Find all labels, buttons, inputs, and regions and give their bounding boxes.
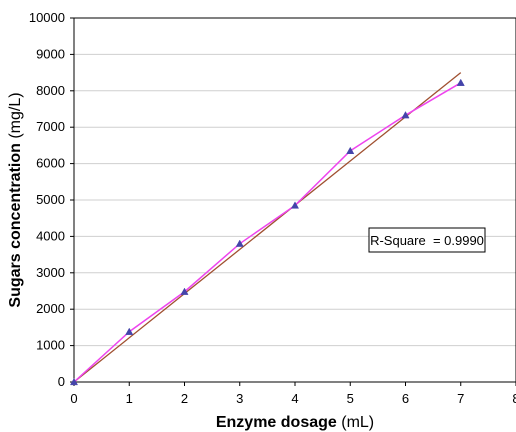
- y-tick-label: 10000: [29, 10, 65, 25]
- x-tick-labels: 0 1 2 3 4 5 6 7 8: [70, 382, 516, 406]
- y-tick-label: 9000: [36, 46, 65, 61]
- x-tick-label: 6: [402, 391, 409, 406]
- x-tick-label: 1: [126, 391, 133, 406]
- data-point-marker: [180, 287, 189, 295]
- plot-area-frame: [73, 17, 516, 383]
- data-point-marker: [290, 201, 300, 209]
- y-axis-title-unit: (mg/L): [7, 92, 24, 138]
- y-tick-label: 2000: [36, 301, 65, 316]
- gridlines: [74, 53, 516, 347]
- x-tick-label: 0: [70, 391, 77, 406]
- x-axis-title-bold: Enzyme dosage: [216, 414, 337, 431]
- y-tick-label: 0: [58, 374, 65, 389]
- x-axis-title-unit: (mL): [341, 414, 374, 431]
- y-tick-labels: 0 1000 2000 3000 4000 5000 6000 7000 8000 9000 100…: [29, 10, 74, 389]
- y-tick-label: 7000: [36, 119, 65, 134]
- trendline: [73, 72, 462, 383]
- x-tick-label: 2: [181, 391, 188, 406]
- x-tick-label: 3: [236, 391, 243, 406]
- data-point-marker: [401, 111, 410, 119]
- x-axis-title: Enzyme dosage (mL): [216, 414, 374, 431]
- data-point-marker: [69, 377, 79, 386]
- y-tick-label: 6000: [36, 156, 65, 171]
- x-tick-label: 8: [512, 391, 516, 406]
- y-axis-title: Sugars concentration (mg/L): [7, 92, 24, 307]
- data-point-marker: [125, 327, 134, 335]
- series-line: [73, 82, 462, 383]
- y-axis-title-bold: Sugars concentration: [7, 143, 24, 307]
- data-point-marker: [456, 78, 465, 86]
- data-point-marker: [346, 146, 355, 154]
- y-tick-label: 8000: [36, 83, 65, 98]
- y-tick-label: 1000: [36, 338, 65, 353]
- y-tick-label: 5000: [36, 192, 65, 207]
- r-square-annotation: R-Square = 0.9990: [368, 227, 486, 253]
- x-tick-label: 4: [291, 391, 298, 406]
- x-tick-label: 7: [457, 391, 464, 406]
- data-point-marker: [235, 239, 244, 247]
- annotation-text: R-Square = 0.9990: [370, 233, 484, 248]
- y-tick-label: 4000: [36, 228, 65, 243]
- x-tick-label: 5: [347, 391, 354, 406]
- annotation-box: [368, 227, 486, 253]
- y-tick-label: 3000: [36, 265, 65, 280]
- series-layer: [69, 72, 465, 386]
